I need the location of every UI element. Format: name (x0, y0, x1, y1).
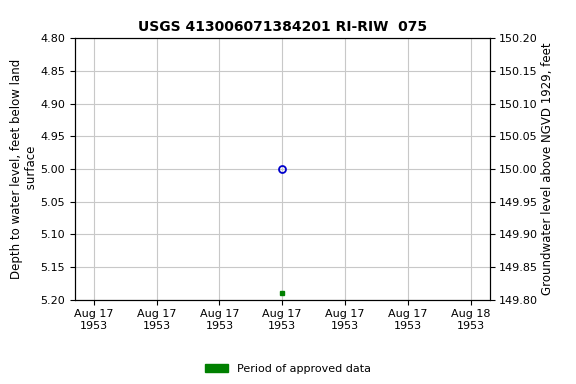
Y-axis label: Groundwater level above NGVD 1929, feet: Groundwater level above NGVD 1929, feet (541, 43, 554, 295)
Title: USGS 413006071384201 RI-RIW  075: USGS 413006071384201 RI-RIW 075 (138, 20, 427, 35)
Legend: Period of approved data: Period of approved data (201, 359, 375, 379)
Y-axis label: Depth to water level, feet below land
 surface: Depth to water level, feet below land su… (10, 59, 37, 279)
